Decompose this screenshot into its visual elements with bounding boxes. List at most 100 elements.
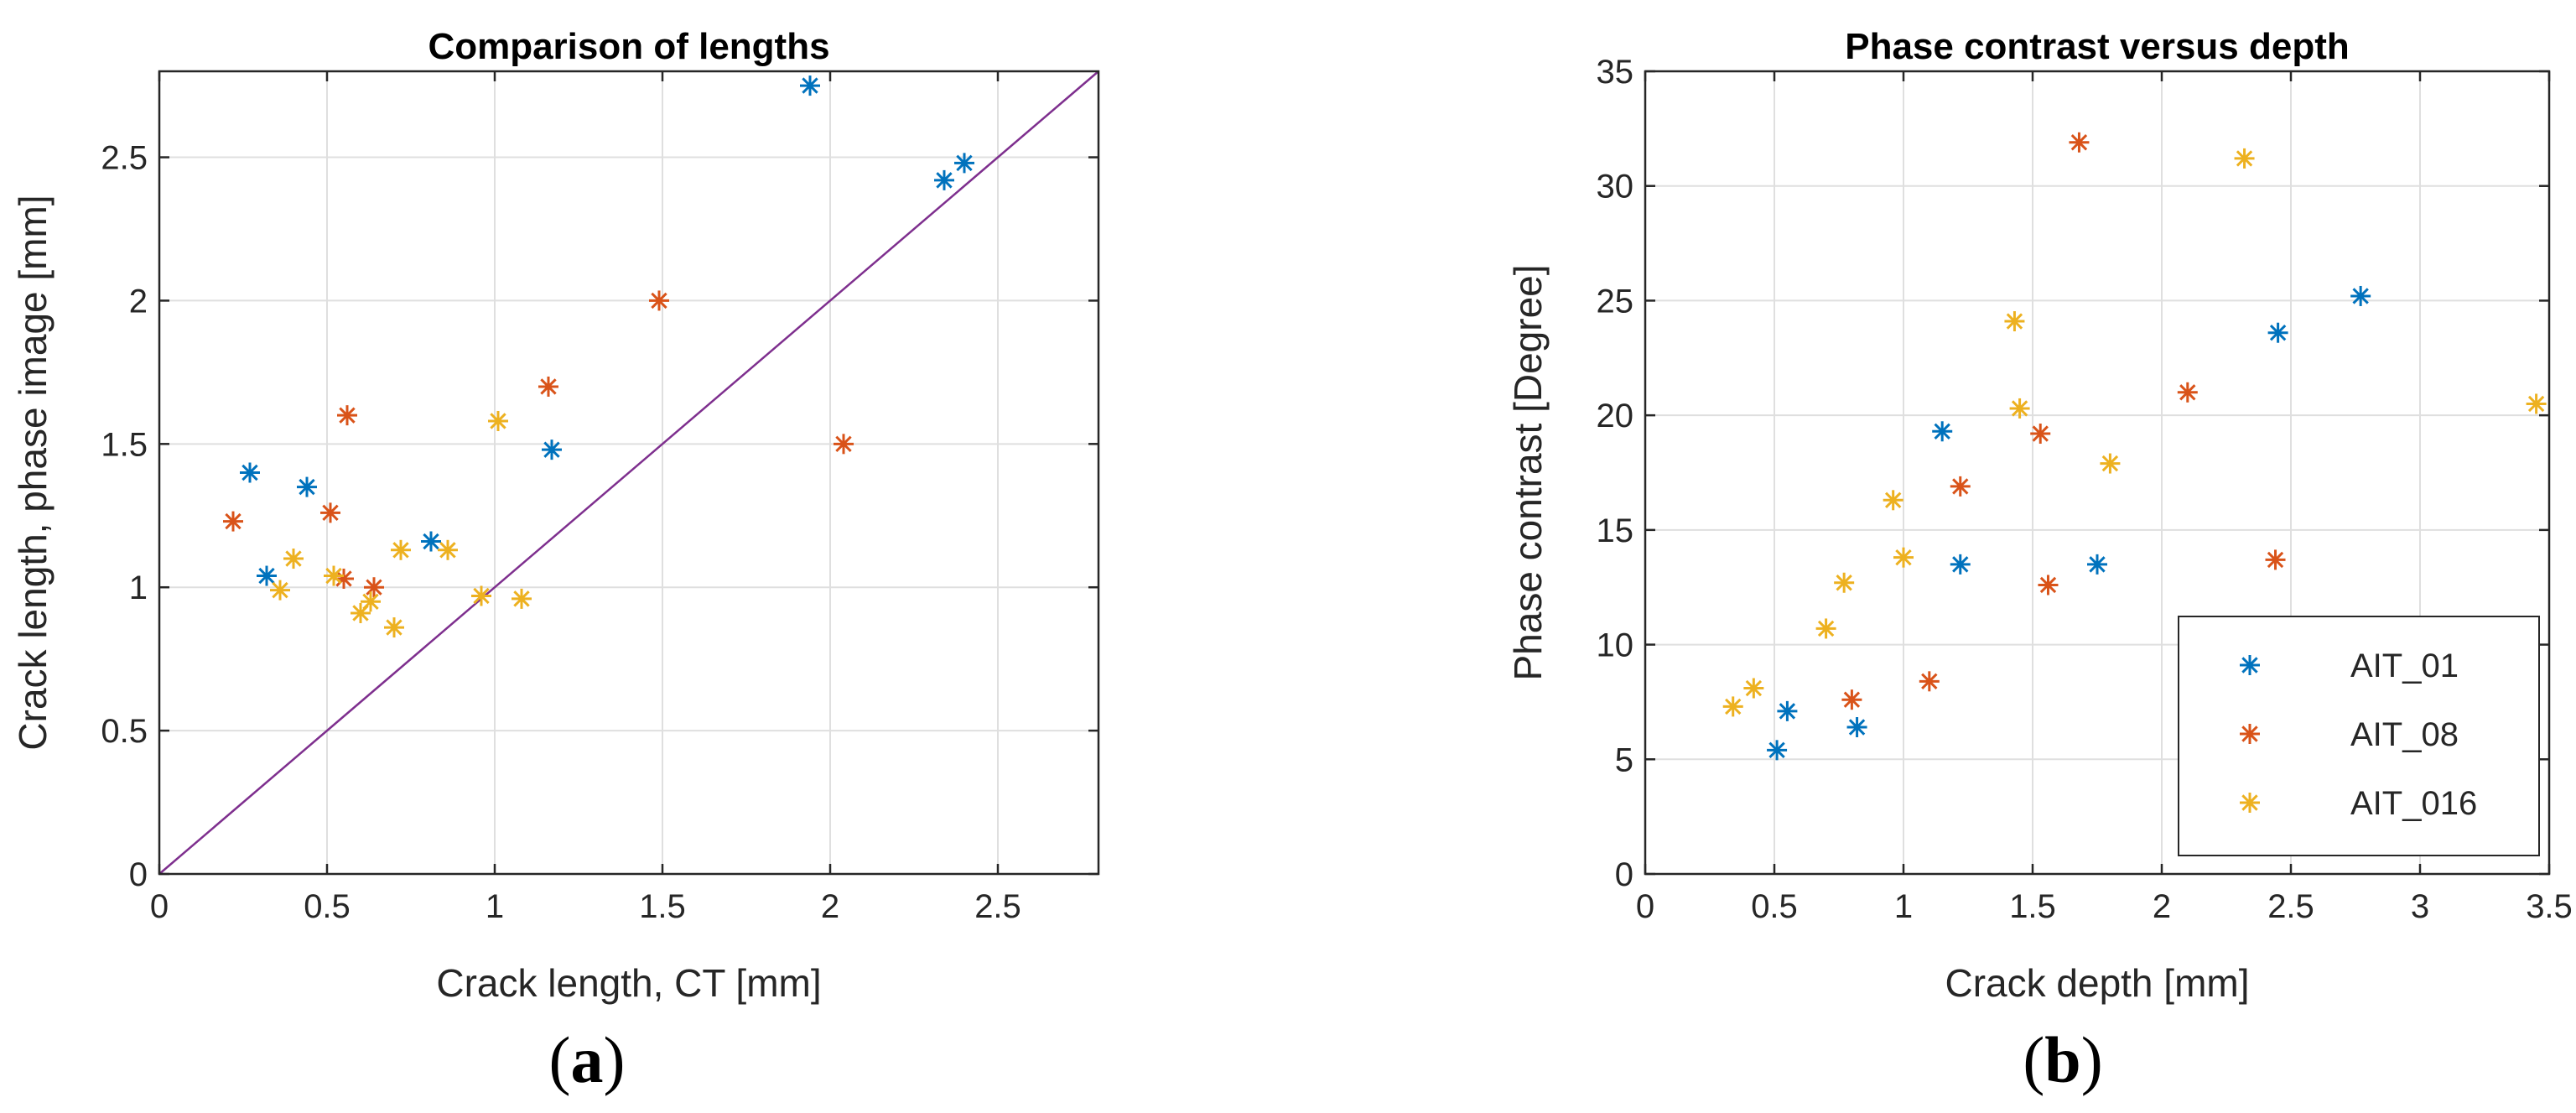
data-point [800,75,820,96]
data-point [2004,311,2025,332]
chart-phase-contrast-versus-depth: 0 0.5 1 1.5 2 2.5 3 3.5 0 5 10 15 20 25 30 35 Phase cont… [1506,26,2573,1096]
data-point [834,434,854,455]
y-tick-label: 5 [1615,741,1633,778]
data-point [2234,148,2255,169]
data-point [1932,421,1953,442]
x-tick-label: 1.5 [2009,888,2056,925]
data-point [2030,424,2051,445]
y-tick-label: 25 [1597,283,1634,320]
data-point [1950,476,1971,497]
data-point [283,549,304,570]
x-tick-label: 0 [1636,888,1654,925]
data-point [2267,322,2288,343]
data-point [257,565,277,586]
data-point [240,462,260,483]
data-point [1919,671,1940,692]
data-point [1846,717,1867,738]
y-tick-label: 15 [1597,512,1634,549]
y-axis-label: Crack length, phase image [mm] [11,195,55,750]
data-point [2069,132,2090,153]
data-point [337,405,357,426]
legend-label: AIT_08 [2350,716,2459,753]
data-point [1722,696,1743,717]
data-point [2177,382,2198,403]
data-point [1777,700,1798,721]
data-point [364,577,384,598]
y-tick-label: 10 [1597,627,1634,664]
x-tick-label: 2 [821,888,839,925]
data-point [1743,678,1764,699]
subfigure-letter: a [571,1023,604,1096]
data-point [2009,398,2030,419]
x-tick-label: 0.5 [1751,888,1798,925]
x-axis-label: Crack depth [mm] [1945,961,2250,1005]
data-point [538,376,558,397]
data-point [421,531,441,552]
y-tick-label: 30 [1597,169,1634,205]
y-tick-label: 2.5 [101,140,148,177]
x-tick-label: 2.5 [2267,888,2314,925]
reference-line [158,70,1099,875]
data-point [1767,740,1788,761]
axes-box [158,70,1100,876]
data-point [1815,618,1836,639]
y-tick-label: 20 [1597,398,1634,434]
y-tick-label: 0 [1615,856,1633,893]
subfigure-label: (b) [2023,1023,2102,1096]
data-point [2526,393,2547,414]
data-point [438,539,458,560]
data-point [1834,572,1855,593]
data-point [1950,554,1971,575]
x-tick-label: 3.5 [2526,888,2573,925]
legend-label: AIT_016 [2350,785,2477,822]
grid [158,71,1098,875]
chart-title: Comparison of lengths [428,26,829,67]
axes-box [1644,70,2551,876]
x-tick-label: 2 [2153,888,2171,925]
series-ait-08 [1841,132,2286,710]
x-tick-label: 1 [1894,888,1913,925]
data-point [2350,285,2371,306]
data-point [649,290,669,311]
data-point [384,617,404,638]
x-tick-label: 0.5 [304,888,351,925]
x-tick-label: 1.5 [639,888,686,925]
subfigure-label: (a) [549,1023,626,1096]
chart-title: Phase contrast versus depth [1845,26,2350,67]
data-point [2038,575,2059,596]
data-point [297,476,317,497]
y-tick-label: 0 [129,856,148,893]
data-point [391,539,411,560]
data-point [270,580,290,601]
legend-marker [2240,793,2260,813]
chart-comparison-of-lengths: 0 0.5 1 1.5 2 2.5 0 0.5 1 1.5 2 2.5 Comparison of le… [11,26,1100,1096]
x-tick-label: 1 [486,888,504,925]
data-point [324,565,344,586]
data-point [542,439,562,460]
data-point [954,153,974,174]
data-point [1841,689,1862,710]
legend: AIT_01 AIT_08 AIT_016 [2178,616,2540,856]
data-point [2100,453,2121,474]
series-ait-01 [240,75,974,586]
data-point [361,591,381,612]
tick-marks [158,71,1098,876]
data-point [320,502,340,523]
series-ait-01 [1767,285,2371,761]
series-ait-016 [1722,148,2547,717]
legend-marker [2240,724,2260,744]
data-point [1883,490,1903,511]
legend-marker [2240,655,2260,675]
data-point [934,169,954,190]
y-axis-label: Phase contrast [Degree] [1506,264,1550,680]
y-tick-label: 2 [129,283,148,320]
data-point [1893,547,1914,568]
legend-label: AIT_01 [2350,648,2459,684]
data-point [223,511,243,532]
subfigure-letter: b [2044,1023,2080,1096]
y-tick-label: 1 [129,570,148,606]
y-tick-label: 35 [1597,54,1634,91]
data-point [488,410,508,431]
x-axis-label: Crack length, CT [mm] [436,961,821,1005]
